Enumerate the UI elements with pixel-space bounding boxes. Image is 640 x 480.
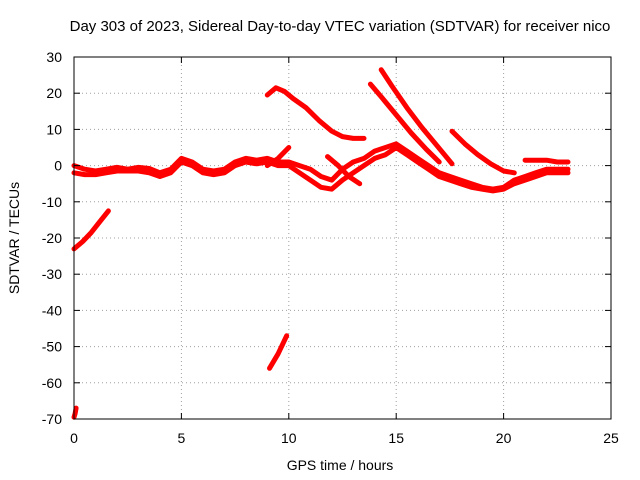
series-group [71,67,571,420]
y-tick-label: 30 [46,49,62,65]
x-tick-label: 20 [496,430,512,446]
y-tick-label: -70 [42,411,62,427]
y-tick-label: 0 [54,158,62,174]
grid [74,57,611,419]
series-late-plateau [522,157,571,165]
y-tick-label: -20 [42,230,62,246]
chart-title: Day 303 of 2023, Sidereal Day-to-day VTE… [70,18,611,35]
series-upper-arc [264,85,367,141]
series-steep-decline-a [378,67,455,167]
x-tick-label: 0 [70,430,78,446]
y-tick-label: 10 [46,121,62,137]
x-tick-label: 10 [281,430,297,446]
y-tick-label: -60 [42,375,62,391]
series-steep-decline-b [367,81,442,165]
series-nine-hour-spike [264,145,292,169]
x-tick-label: 15 [388,430,404,446]
y-tick-label: -10 [42,194,62,210]
x-axis-label: GPS time / hours [287,457,394,473]
y-tick-label: 20 [46,85,62,101]
series-nine-hour-low [267,333,290,371]
x-tick-label: 5 [178,430,186,446]
series-late-dip [325,154,363,187]
series-baseline-lower [71,145,571,194]
y-tick-label: -50 [42,339,62,355]
series-evening-decline [449,128,517,176]
x-tick-label: 25 [603,430,619,446]
y-tick-label: -30 [42,266,62,282]
axis-ticks: -70 -60 -50 -40 -30 -20 -10 0 10 20 30 0 5 10 15 20 25 [42,49,619,446]
y-tick-label: -40 [42,302,62,318]
y-axis-label: SDTVAR / TECUs [6,182,22,294]
series-morning-rise [71,208,111,252]
